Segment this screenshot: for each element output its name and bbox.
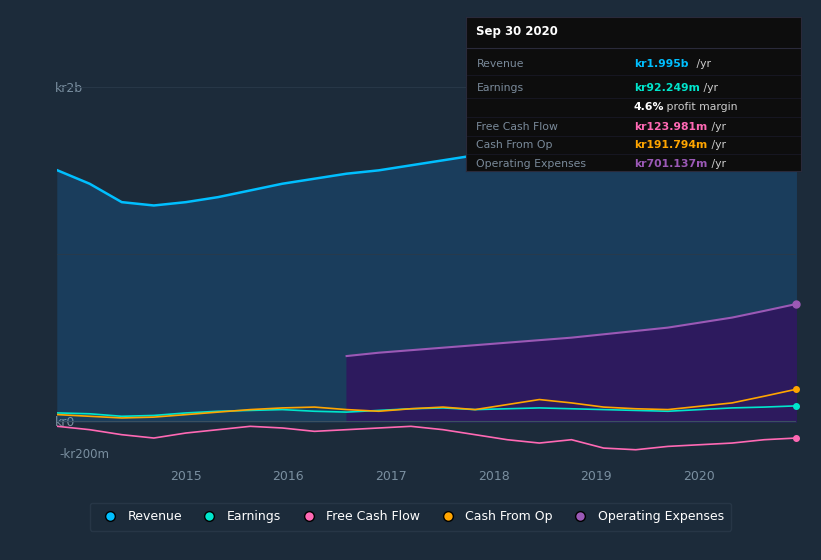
- Text: Revenue: Revenue: [476, 59, 524, 69]
- Text: /yr: /yr: [700, 83, 718, 94]
- Legend: Revenue, Earnings, Free Cash Flow, Cash From Op, Operating Expenses: Revenue, Earnings, Free Cash Flow, Cash …: [89, 503, 732, 531]
- Text: 4.6%: 4.6%: [634, 102, 664, 112]
- Text: kr123.981m: kr123.981m: [634, 122, 707, 132]
- Text: kr701.137m: kr701.137m: [634, 159, 707, 169]
- Text: Sep 30 2020: Sep 30 2020: [476, 25, 558, 38]
- Text: kr1.995b: kr1.995b: [634, 59, 688, 69]
- Text: Earnings: Earnings: [476, 83, 524, 94]
- Text: /yr: /yr: [708, 122, 726, 132]
- Text: /yr: /yr: [708, 139, 726, 150]
- Text: /yr: /yr: [708, 159, 726, 169]
- Text: Operating Expenses: Operating Expenses: [476, 159, 586, 169]
- Text: /yr: /yr: [693, 59, 711, 69]
- Text: Free Cash Flow: Free Cash Flow: [476, 122, 558, 132]
- Text: profit margin: profit margin: [663, 102, 738, 112]
- Text: -kr200m: -kr200m: [59, 448, 109, 461]
- Text: kr92.249m: kr92.249m: [634, 83, 699, 94]
- Text: kr191.794m: kr191.794m: [634, 139, 707, 150]
- Text: Cash From Op: Cash From Op: [476, 139, 553, 150]
